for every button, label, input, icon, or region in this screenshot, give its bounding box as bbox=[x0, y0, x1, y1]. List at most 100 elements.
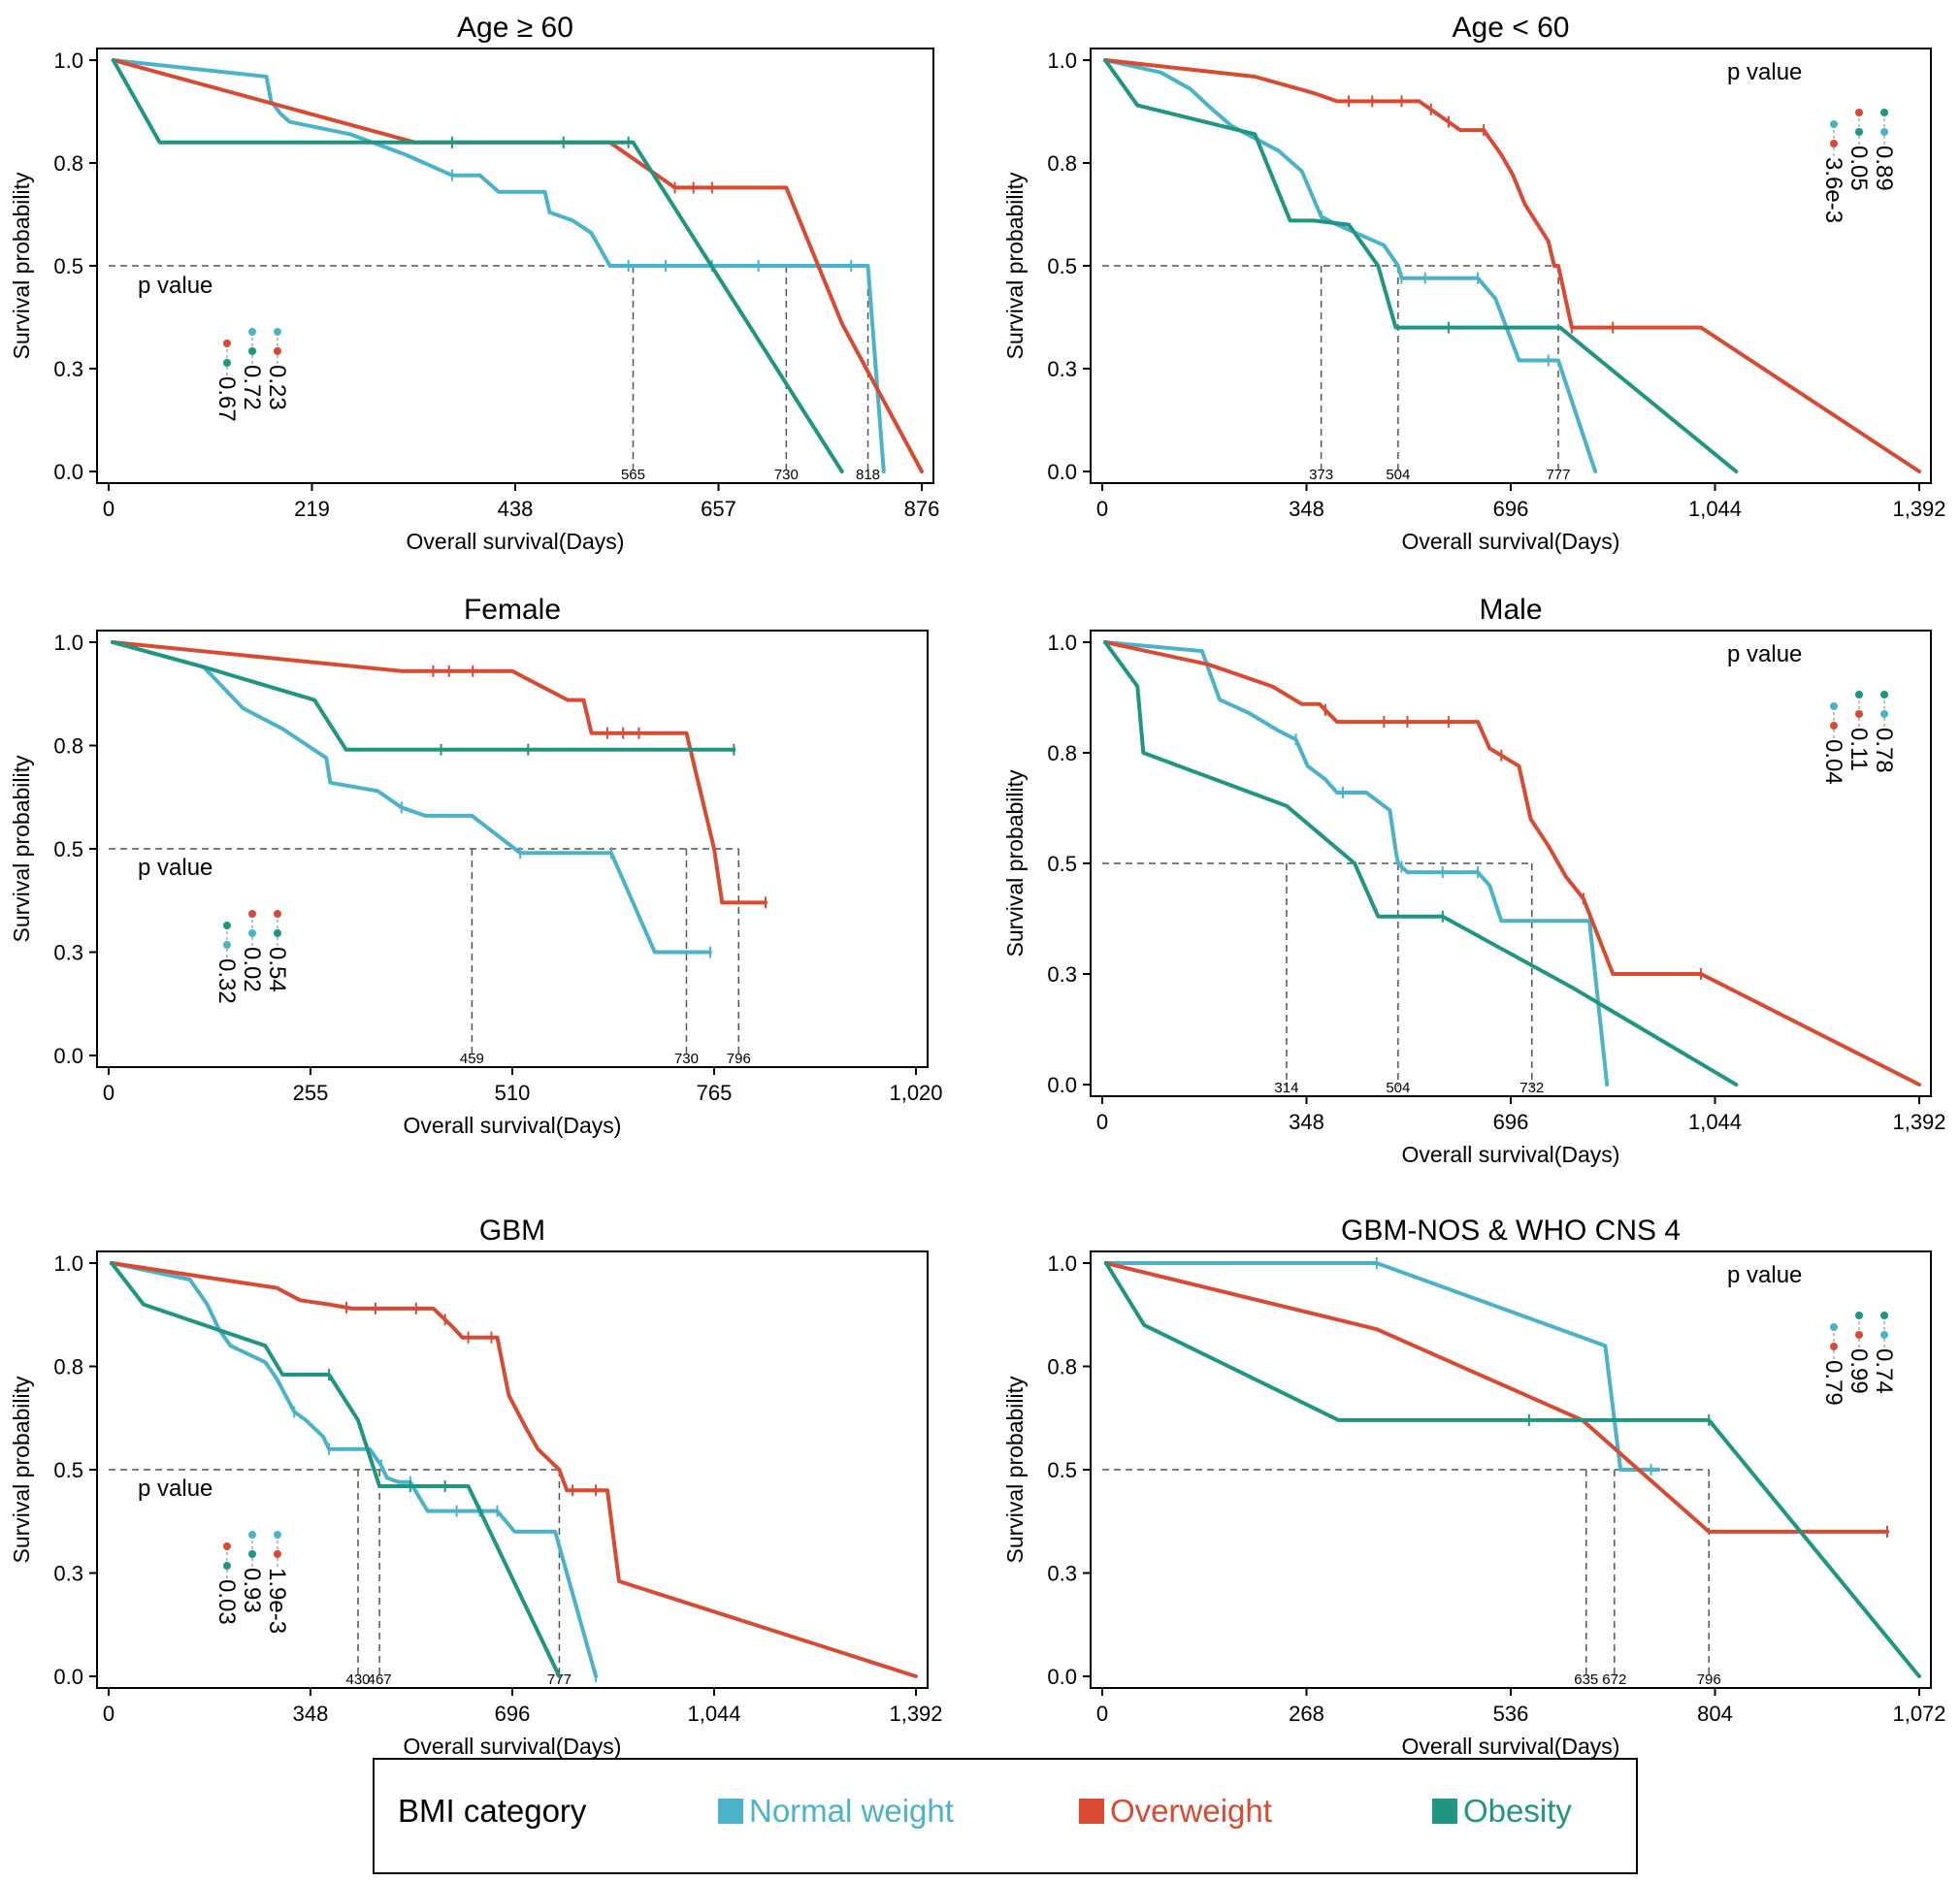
x-tick-label: 348 bbox=[1289, 1110, 1324, 1134]
y-axis-label: Survival probability bbox=[9, 172, 34, 360]
y-tick-label: 1.0 bbox=[1047, 1251, 1077, 1276]
curve-obesity bbox=[110, 1261, 562, 1678]
curve-obesity bbox=[1103, 58, 1739, 473]
x-tick-label: 219 bbox=[294, 497, 330, 521]
x-tick-label: 0 bbox=[103, 1702, 114, 1726]
x-tick-label: 0 bbox=[1096, 1110, 1108, 1134]
pvalue-dot-obesity bbox=[248, 347, 256, 355]
pvalue-dot-normal bbox=[248, 1531, 256, 1539]
x-tick-label: 1,392 bbox=[1892, 1110, 1945, 1134]
pvalue-value: 0.32 bbox=[213, 958, 240, 1004]
pvalue-dot-normal bbox=[274, 328, 281, 336]
x-axis-label: Overall survival(Days) bbox=[404, 1113, 622, 1138]
median-label: 818 bbox=[856, 467, 880, 483]
pvalue-dot-overweight bbox=[248, 910, 256, 918]
y-tick-label: 0.5 bbox=[1047, 852, 1077, 876]
x-tick-label: 1,072 bbox=[1892, 1702, 1945, 1726]
curve-obesity bbox=[111, 640, 736, 752]
y-tick-label: 0.0 bbox=[1047, 1665, 1077, 1689]
x-tick-label: 1,020 bbox=[889, 1081, 942, 1105]
pvalue-label: p value bbox=[138, 855, 212, 881]
pvalue-dot-overweight bbox=[1855, 109, 1863, 116]
pvalue-dot-overweight bbox=[1830, 1343, 1838, 1350]
curve-normal bbox=[1103, 58, 1598, 473]
median-label: 314 bbox=[1274, 1080, 1298, 1096]
median-label: 635 bbox=[1574, 1671, 1598, 1688]
pvalue-value: 0.99 bbox=[1846, 1348, 1872, 1394]
x-axis-label: Overall survival(Days) bbox=[1402, 1142, 1620, 1167]
pvalue-value: 0.93 bbox=[239, 1568, 265, 1613]
pvalue-dot-overweight bbox=[1830, 140, 1838, 147]
pvalue-value: 0.04 bbox=[1820, 739, 1846, 785]
legend-label-normal: Normal weight bbox=[749, 1793, 954, 1829]
x-tick-label: 0 bbox=[1096, 497, 1108, 521]
y-tick-label: 0.5 bbox=[53, 254, 83, 278]
y-axis-label: Survival probability bbox=[1002, 172, 1028, 360]
y-tick-label: 0.0 bbox=[1047, 460, 1077, 484]
pvalue-label: p value bbox=[138, 273, 212, 299]
y-axis-label: Survival probability bbox=[9, 1376, 34, 1564]
y-tick-label: 0.8 bbox=[53, 734, 83, 759]
panel-4: Male 0.0 0.3 0.5 0.8 1.0 0 348 696 1,044 1,392 Over… bbox=[1002, 594, 1946, 1167]
y-tick-label: 0.0 bbox=[53, 1044, 83, 1068]
pvalue-value: 0.11 bbox=[1846, 728, 1872, 771]
curve-normal bbox=[1103, 1261, 1661, 1472]
x-tick-label: 1,044 bbox=[687, 1702, 740, 1726]
curve-obesity bbox=[1103, 640, 1739, 1087]
curve-normal bbox=[111, 640, 712, 955]
pvalue-dot-obesity bbox=[248, 1550, 256, 1558]
x-tick-label: 804 bbox=[1697, 1702, 1733, 1726]
pvalue-value: 0.54 bbox=[264, 947, 290, 992]
x-tick-label: 0 bbox=[103, 497, 114, 521]
legend-label-obesity: Obesity bbox=[1463, 1793, 1572, 1829]
pvalue-value: 0.02 bbox=[239, 947, 265, 992]
curve-obesity bbox=[111, 58, 844, 473]
curve-overweight bbox=[111, 640, 768, 905]
y-tick-label: 0.0 bbox=[53, 1665, 83, 1689]
x-axis-label: Overall survival(Days) bbox=[1402, 529, 1620, 554]
pvalue-dot-normal bbox=[1880, 710, 1888, 718]
y-tick-label: 0.8 bbox=[1047, 741, 1077, 765]
pvalue-dot-overweight bbox=[274, 347, 281, 355]
curve-overweight bbox=[110, 1261, 918, 1678]
pvalue-dot-overweight bbox=[274, 1550, 281, 1558]
legend-item-obesity: Obesity bbox=[1432, 1793, 1572, 1830]
legend-title: BMI category bbox=[398, 1793, 587, 1829]
median-label: 777 bbox=[1546, 467, 1570, 483]
x-tick-label: 696 bbox=[1493, 1110, 1529, 1134]
y-tick-label: 0.8 bbox=[1047, 151, 1077, 176]
pvalue-label: p value bbox=[138, 1476, 212, 1502]
x-tick-label: 1,392 bbox=[889, 1702, 942, 1726]
curve-overweight bbox=[1103, 58, 1921, 473]
median-label: 730 bbox=[674, 1051, 699, 1067]
pvalue-dot-obesity bbox=[223, 1562, 231, 1570]
pvalue-dot-overweight bbox=[1830, 722, 1838, 730]
pvalue-dot-obesity bbox=[223, 922, 231, 929]
x-tick-label: 1,044 bbox=[1688, 1110, 1742, 1134]
y-tick-label: 0.3 bbox=[1047, 1562, 1077, 1586]
y-tick-label: 0.3 bbox=[53, 1562, 83, 1586]
median-label: 467 bbox=[368, 1671, 392, 1688]
pvalue-dot-obesity bbox=[1855, 128, 1863, 136]
pvalue-dot-obesity bbox=[1855, 691, 1863, 698]
pvalue-value: 0.79 bbox=[1820, 1360, 1846, 1406]
x-axis-label: Overall survival(Days) bbox=[404, 1734, 622, 1759]
median-label: 672 bbox=[1602, 1671, 1626, 1688]
y-tick-label: 0.8 bbox=[53, 151, 83, 176]
panel-6: GBM-NOS & WHO CNS 4 0.0 0.3 0.5 0.8 1.0 0 268 53… bbox=[1002, 1215, 1946, 1759]
legend-item-overweight: Overweight bbox=[1079, 1793, 1272, 1830]
x-tick-label: 438 bbox=[498, 497, 534, 521]
panel-title: Male bbox=[1479, 594, 1542, 626]
overweight-swatch bbox=[1079, 1799, 1104, 1824]
y-tick-label: 0.8 bbox=[53, 1355, 83, 1379]
median-label: 796 bbox=[1697, 1671, 1721, 1688]
x-tick-label: 657 bbox=[701, 497, 736, 521]
y-tick-label: 0.3 bbox=[53, 357, 83, 381]
y-tick-label: 1.0 bbox=[53, 49, 83, 73]
x-tick-label: 536 bbox=[1493, 1702, 1529, 1726]
pvalue-value: 0.74 bbox=[1871, 1348, 1897, 1394]
y-tick-label: 1.0 bbox=[53, 631, 83, 655]
pvalue-value: 0.23 bbox=[264, 365, 290, 410]
